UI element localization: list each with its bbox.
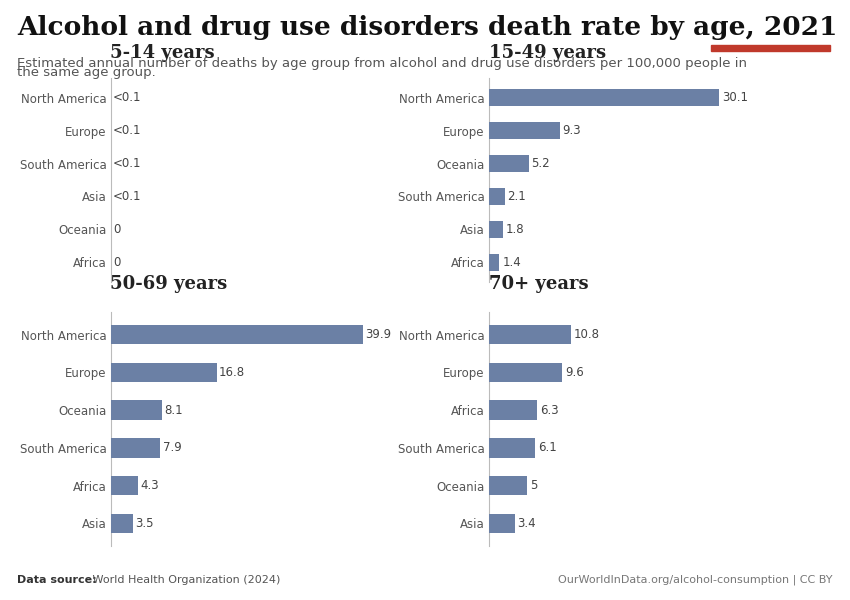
Bar xyxy=(489,325,571,344)
Text: 0: 0 xyxy=(113,256,120,269)
Bar xyxy=(110,325,363,344)
Text: 6.3: 6.3 xyxy=(540,404,558,416)
Text: 15-49 years: 15-49 years xyxy=(489,44,606,62)
Text: <0.1: <0.1 xyxy=(113,124,142,137)
Bar xyxy=(489,221,502,238)
Text: <0.1: <0.1 xyxy=(113,91,142,104)
Text: Data source:: Data source: xyxy=(17,575,97,585)
Text: 9.3: 9.3 xyxy=(563,124,581,137)
Text: 7.9: 7.9 xyxy=(162,442,182,454)
Text: 50-69 years: 50-69 years xyxy=(110,275,228,293)
Bar xyxy=(110,400,162,420)
Text: 3.5: 3.5 xyxy=(135,517,154,530)
Text: 6.1: 6.1 xyxy=(538,442,557,454)
Text: 5: 5 xyxy=(530,479,537,492)
Text: 16.8: 16.8 xyxy=(219,366,245,379)
Bar xyxy=(489,254,500,271)
Bar xyxy=(489,89,719,106)
Text: 39.9: 39.9 xyxy=(366,328,391,341)
Bar xyxy=(489,438,536,458)
Bar xyxy=(110,438,161,458)
Text: 1.4: 1.4 xyxy=(502,256,521,269)
Bar xyxy=(489,155,529,172)
Text: Our World: Our World xyxy=(739,14,802,23)
Text: Alcohol and drug use disorders death rate by age, 2021: Alcohol and drug use disorders death rat… xyxy=(17,15,837,40)
Bar xyxy=(110,476,138,496)
Bar xyxy=(489,122,560,139)
Text: OurWorldInData.org/alcohol-consumption | CC BY: OurWorldInData.org/alcohol-consumption |… xyxy=(558,575,833,585)
Text: Estimated annual number of deaths by age group from alcohol and drug use disorde: Estimated annual number of deaths by age… xyxy=(17,57,747,70)
Text: 1.8: 1.8 xyxy=(505,223,524,236)
Text: in Data: in Data xyxy=(748,29,792,39)
Bar xyxy=(489,514,515,533)
Bar xyxy=(489,476,527,496)
Text: 5-14 years: 5-14 years xyxy=(110,44,215,62)
Text: <0.1: <0.1 xyxy=(113,190,142,203)
Text: 70+ years: 70+ years xyxy=(489,275,588,293)
Text: 5.2: 5.2 xyxy=(531,157,550,170)
Text: 0: 0 xyxy=(113,223,120,236)
Text: 30.1: 30.1 xyxy=(722,91,748,104)
Text: 2.1: 2.1 xyxy=(507,190,526,203)
Text: 3.4: 3.4 xyxy=(518,517,536,530)
Bar xyxy=(110,514,133,533)
Text: <0.1: <0.1 xyxy=(113,157,142,170)
Text: 9.6: 9.6 xyxy=(565,366,584,379)
Bar xyxy=(489,362,562,382)
Text: 4.3: 4.3 xyxy=(140,479,159,492)
Text: 10.8: 10.8 xyxy=(574,328,600,341)
Text: the same age group.: the same age group. xyxy=(17,66,156,79)
Bar xyxy=(110,362,217,382)
Bar xyxy=(489,400,537,420)
Bar xyxy=(489,188,505,205)
Bar xyxy=(711,45,830,51)
Text: World Health Organization (2024): World Health Organization (2024) xyxy=(89,575,280,585)
Text: 8.1: 8.1 xyxy=(164,404,183,416)
